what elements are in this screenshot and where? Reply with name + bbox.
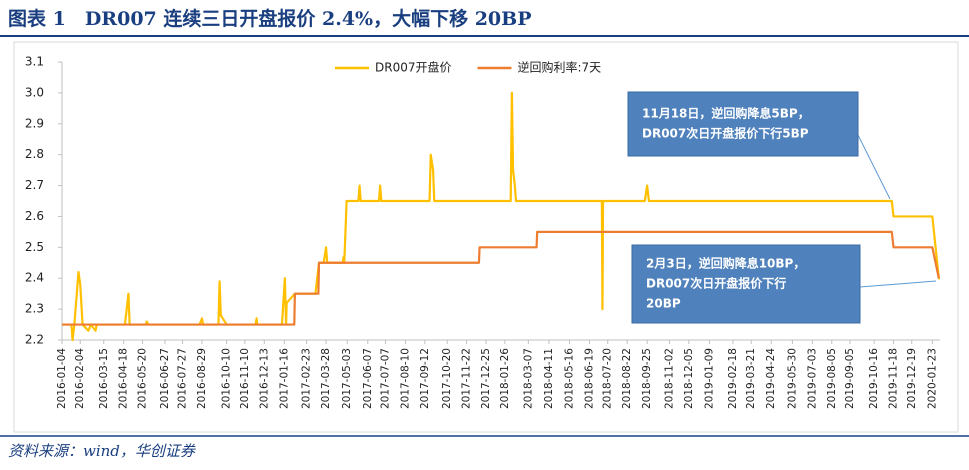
x-tick-label: 2019-01-09 bbox=[703, 348, 715, 409]
x-tick-label: 2017-11-22 bbox=[461, 348, 473, 409]
annotation-box bbox=[627, 91, 859, 157]
x-tick-label: 2017-09-12 bbox=[419, 348, 431, 409]
y-tick-label: 2.8 bbox=[25, 147, 44, 161]
x-tick-label: 2017-05-03 bbox=[341, 348, 353, 409]
chart-frame bbox=[13, 41, 959, 433]
y-tick-label: 2.3 bbox=[25, 302, 44, 316]
x-tick-label: 2017-01-16 bbox=[278, 348, 290, 409]
x-tick-label: 2019-11-18 bbox=[888, 348, 900, 409]
x-tick-label: 2016-05-20 bbox=[137, 348, 149, 409]
x-tick-label: 2018-03-07 bbox=[522, 348, 534, 409]
y-tick-label: 2.7 bbox=[25, 178, 44, 192]
x-tick-label: 2018-08-22 bbox=[621, 348, 633, 409]
x-tick-label: 2018-07-20 bbox=[602, 348, 614, 409]
x-tick-label: 2019-03-21 bbox=[745, 348, 757, 409]
x-tick-label: 2018-05-16 bbox=[564, 348, 576, 409]
legend-label: DR007开盘价 bbox=[375, 60, 451, 75]
x-tick-label: 2019-04-24 bbox=[765, 348, 777, 409]
x-tick-label: 2017-06-07 bbox=[362, 348, 374, 409]
x-tick-label: 2018-09-25 bbox=[641, 348, 653, 409]
annotation-text: 20BP bbox=[646, 297, 681, 311]
x-tick-label: 2018-01-26 bbox=[499, 348, 511, 409]
x-tick-label: 2017-03-28 bbox=[320, 348, 332, 409]
annotation-connector bbox=[857, 134, 891, 200]
x-tick-label: 2018-04-11 bbox=[543, 348, 555, 409]
y-tick-label: 2.2 bbox=[25, 333, 44, 347]
legend-label: 逆回购利率:7天 bbox=[517, 60, 601, 75]
annotation-text: DR007次日开盘报价下行5BP bbox=[642, 126, 809, 141]
x-tick-label: 2017-10-20 bbox=[441, 348, 453, 409]
x-tick-label: 2016-08-29 bbox=[196, 348, 208, 409]
x-tick-label: 2016-06-27 bbox=[159, 348, 171, 409]
source: 资料来源：wind，华创证券 bbox=[8, 442, 196, 460]
x-tick-label: 2019-10-16 bbox=[868, 348, 880, 409]
y-tick-label: 2.5 bbox=[25, 240, 44, 254]
y-tick-label: 3.0 bbox=[25, 85, 44, 99]
series-line bbox=[62, 230, 940, 326]
annotation-connector bbox=[859, 280, 937, 288]
x-tick-label: 2018-06-19 bbox=[584, 348, 596, 409]
annotation-text: 2月3日，逆回购降息10BP， bbox=[646, 256, 805, 271]
x-tick-label: 2016-02-04 bbox=[74, 348, 86, 409]
x-tick-label: 2016-01-04 bbox=[56, 348, 68, 409]
x-tick-label: 2017-08-10 bbox=[399, 348, 411, 409]
y-tick-label: 2.9 bbox=[25, 116, 44, 130]
x-tick-label: 2016-12-13 bbox=[258, 348, 270, 409]
annotation-text: DR007次日开盘报价下行 bbox=[646, 276, 786, 291]
chart: 2.2 2.3 2.4 2.5 2.6 2.7 2.8 2.9 3.0 3.1 2016-01-04… bbox=[25, 55, 940, 409]
x-tick-label: 2016-04-18 bbox=[118, 348, 130, 409]
x-tick-label: 2016-07-27 bbox=[177, 348, 189, 409]
annotation-text: 11月18日，逆回购降息5BP， bbox=[642, 106, 810, 121]
x-tick-label: 2016-11-10 bbox=[239, 348, 251, 409]
annotation-box bbox=[631, 244, 861, 324]
x-tick-label: 2019-02-18 bbox=[727, 348, 739, 409]
x-tick-label: 2017-02-23 bbox=[301, 348, 313, 409]
x-tick-label: 2019-07-03 bbox=[806, 348, 818, 409]
x-tick-label: 2019-12-19 bbox=[906, 348, 918, 409]
x-tick-label: 2020-01-23 bbox=[926, 348, 938, 409]
x-tick-label: 2019-08-05 bbox=[826, 348, 838, 409]
x-tick-label: 2016-10-10 bbox=[221, 348, 233, 409]
x-tick-label: 2017-12-25 bbox=[480, 348, 492, 409]
x-tick-label: 2019-05-30 bbox=[786, 348, 798, 409]
y-tick-label: 3.1 bbox=[25, 55, 44, 69]
x-tick-label: 2016-03-15 bbox=[98, 348, 110, 409]
y-tick-label: 2.6 bbox=[25, 209, 44, 223]
x-tick-label: 2018-12-05 bbox=[683, 348, 695, 409]
x-tick-label: 2019-09-05 bbox=[844, 348, 856, 409]
x-tick-label: 2017-07-07 bbox=[379, 348, 391, 409]
page-title: 图表 1 DR007 连续三日开盘报价 2.4%，大幅下移 20BP bbox=[8, 7, 532, 30]
y-tick-label: 2.4 bbox=[25, 271, 44, 285]
x-tick-label: 2018-11-02 bbox=[663, 348, 675, 409]
